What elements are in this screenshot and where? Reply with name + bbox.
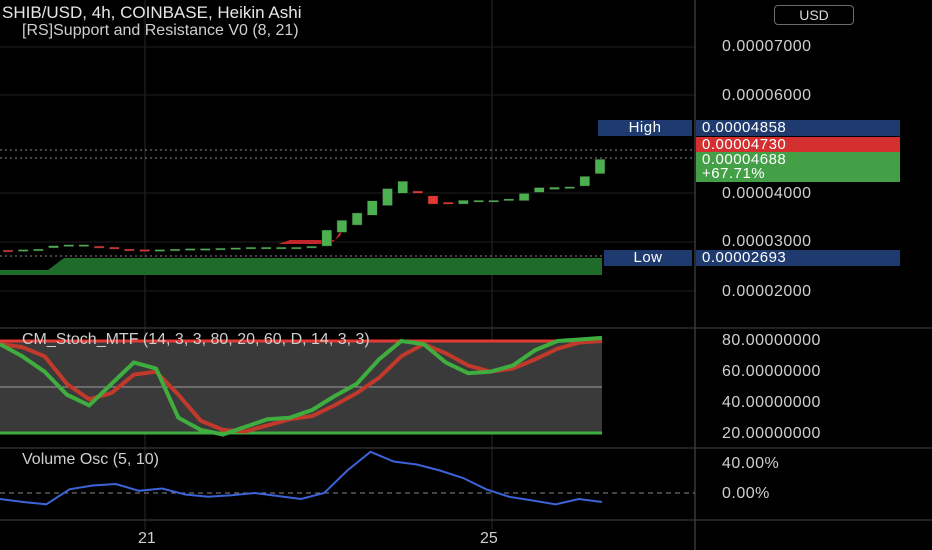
stoch-fast-line (0, 335, 603, 437)
price-candle (549, 186, 560, 190)
currency-button[interactable]: USD (774, 5, 854, 25)
price-candle (245, 246, 257, 250)
time-axis-label: 25 (480, 530, 498, 547)
price-axis-label: 0.00007000 (722, 38, 812, 55)
stoch-axis-label: 60.00000000 (722, 363, 821, 380)
stoch-axis-label: 40.00000000 (722, 394, 821, 411)
high-value-tag: 0.00004858 (696, 120, 900, 136)
price-candle (488, 199, 499, 203)
price-candle (63, 244, 74, 247)
stoch-indicator-title[interactable]: CM_Stoch_MTF (14, 3, 3, 80, 20, 60, D, 1… (22, 331, 370, 348)
time-axis-label: 21 (138, 530, 156, 547)
close-price-tag: 0.00004730 (696, 137, 900, 153)
chart-title[interactable]: SHIB/USD, 4h, COINBASE, Heikin Ashi (2, 3, 302, 22)
volume-axis-label: 40.00% (722, 455, 780, 472)
price-candle (397, 180, 408, 194)
price-axis-label: 0.00004000 (722, 185, 812, 202)
price-candle (367, 200, 378, 216)
volume-osc-line (0, 450, 603, 506)
price-candle (412, 190, 424, 194)
price-candle (291, 246, 302, 250)
price-candle (382, 188, 393, 206)
change-percent-tag: +67.71% (696, 166, 900, 182)
price-candle (321, 229, 333, 247)
price-candle (275, 246, 287, 250)
price-candle (564, 186, 575, 189)
price-candle (169, 248, 181, 252)
high-label: High (598, 120, 692, 136)
price-candle (139, 249, 150, 252)
price-candle (458, 199, 469, 205)
low-value-tag: 0.00002693 (696, 250, 900, 266)
volume-osc-title[interactable]: Volume Osc (5, 10) (22, 451, 159, 468)
price-candle (154, 249, 166, 252)
price-axis-label: 0.00002000 (722, 283, 812, 300)
price-candle (260, 246, 272, 250)
price-candle (442, 201, 454, 205)
support-zone (0, 258, 602, 275)
price-candle (215, 247, 226, 251)
price-candle (109, 246, 120, 250)
price-candle (518, 193, 530, 201)
price-candle (230, 247, 241, 250)
resistance-marker (278, 223, 345, 244)
price-candle (200, 248, 211, 251)
price-candle (2, 249, 14, 253)
price-candle (124, 248, 135, 252)
last-price-tag: 0.00004688 (696, 152, 900, 168)
low-label: Low (604, 250, 692, 266)
price-axis-label: 0.00006000 (722, 87, 812, 104)
price-candle (48, 245, 59, 249)
price-candle (534, 187, 545, 193)
price-candle (17, 249, 29, 252)
price-candle (306, 245, 317, 249)
price-candle (184, 248, 196, 251)
volume-axis-label: 0.00% (722, 485, 770, 502)
indicator-title[interactable]: [RS]Support and Resistance V0 (8, 21) (22, 22, 299, 39)
price-candle (427, 195, 439, 205)
price-candle (78, 244, 90, 247)
price-candle (579, 176, 591, 187)
price-candle (594, 158, 606, 175)
price-candles (2, 158, 606, 253)
price-candle (93, 245, 105, 249)
stoch-axis-label: 20.00000000 (722, 425, 821, 442)
stoch-axis-label: 80.00000000 (722, 332, 821, 349)
price-candle (503, 198, 515, 202)
price-candle (351, 212, 363, 226)
price-candle (473, 199, 484, 203)
price-candle (33, 248, 44, 252)
price-axis-label: 0.00003000 (722, 233, 812, 250)
price-candle (336, 219, 348, 233)
